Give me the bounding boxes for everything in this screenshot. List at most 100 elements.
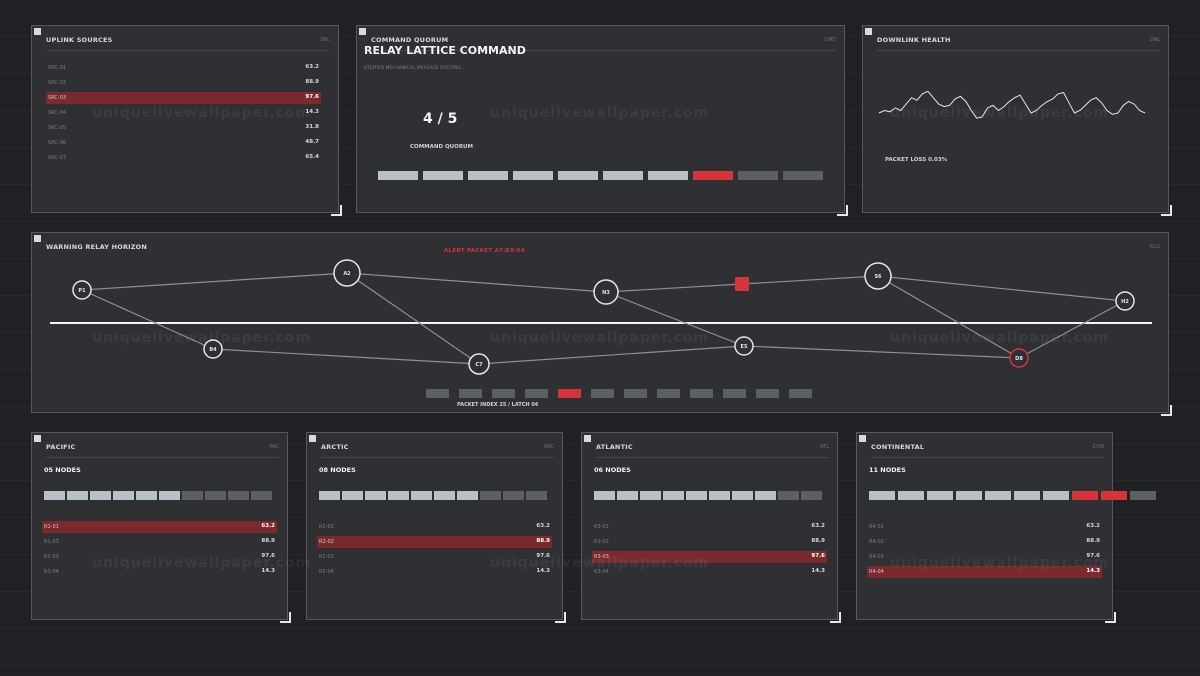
list-item[interactable]: SRC-07 65.4 [46, 152, 321, 164]
relay-node[interactable] [593, 279, 619, 305]
table-row[interactable]: R3-04 14.3 [592, 566, 827, 578]
relay-edge [478, 345, 745, 365]
downlink-waveform [878, 90, 1146, 119]
row-label: R2-02 [319, 539, 334, 545]
table-row[interactable]: R1-04 14.3 [42, 566, 277, 578]
node-segment [869, 491, 895, 500]
panel-corner-marker [309, 435, 316, 442]
node-segment [686, 491, 707, 500]
relay-node[interactable] [734, 336, 754, 356]
relay-edge [212, 348, 480, 365]
panel-code: ARC [543, 444, 554, 450]
list-item[interactable]: SRC-01 63.2 [46, 62, 321, 74]
node-count: 06 NODES [594, 466, 631, 474]
packet-index-segment [657, 389, 680, 398]
panel-header: ARCTIC ARC [321, 439, 554, 458]
packet-index-segment [591, 389, 614, 398]
relay-node[interactable] [72, 280, 92, 300]
relay-node-label: C7 [475, 362, 483, 368]
panel-header: COMMAND QUORUM CMD [371, 32, 836, 51]
quorum-caption: COMMAND QUORUM [410, 144, 473, 150]
row-label: SRC-05 [48, 125, 67, 131]
table-row[interactable]: R3-02 88.9 [592, 536, 827, 548]
packet-index-segment [459, 389, 482, 398]
packet-index-segment [558, 389, 581, 398]
table-row[interactable]: R4-01 63.2 [867, 521, 1102, 533]
packet-index-segment [426, 389, 449, 398]
watermark: uniquelivewallpaper.com [890, 555, 1110, 571]
row-value: 88.9 [811, 538, 825, 544]
panel-corner-marker [359, 28, 366, 35]
quorum-segment [513, 171, 553, 180]
relay-edge [346, 272, 480, 365]
relay-node[interactable] [203, 339, 223, 359]
row-value: 97.6 [536, 553, 550, 559]
node-segment [205, 491, 226, 500]
relay-node-label: P1 [78, 288, 86, 294]
row-label: R3-04 [594, 569, 609, 575]
relay-node[interactable] [333, 259, 361, 287]
list-item[interactable]: SRC-02 88.9 [46, 77, 321, 89]
table-row[interactable]: R4-03 97.6 [867, 551, 1102, 563]
node-segment [365, 491, 386, 500]
row-value: 48.7 [305, 139, 319, 145]
node-segment [503, 491, 524, 500]
panel-title: WARNING RELAY HORIZON [46, 243, 148, 251]
table-row[interactable]: R3-01 63.2 [592, 521, 827, 533]
table-row[interactable]: R4-04 14.3 [867, 566, 1102, 578]
list-item[interactable]: SRC-05 31.8 [46, 122, 321, 134]
table-row[interactable]: R2-03 97.6 [317, 551, 552, 563]
row-label: SRC-02 [48, 80, 67, 86]
relay-node-label: H2 [1121, 299, 1129, 305]
list-item[interactable]: SRC-03 97.6 [46, 92, 321, 104]
row-label: R1-01 [44, 524, 59, 530]
table-row[interactable]: R4-02 88.9 [867, 536, 1102, 548]
alert-packet-marker[interactable] [735, 277, 749, 291]
warning-relay-horizon-panel: WARNING RELAY HORIZON RLG ALERT PACKET A… [31, 232, 1172, 416]
relay-edge [605, 283, 743, 293]
table-row[interactable]: R2-02 88.9 [317, 536, 552, 548]
relay-edge [81, 289, 214, 350]
node-segment [1101, 491, 1127, 500]
row-label: R2-04 [319, 569, 334, 575]
row-label: R1-03 [44, 539, 59, 545]
node-segment [434, 491, 455, 500]
node-segment [1014, 491, 1040, 500]
panel-title: COMMAND QUORUM [371, 36, 449, 44]
panel-header: DOWNLINK HEALTH DNL [877, 32, 1160, 51]
row-value: 63.2 [1086, 523, 1100, 529]
node-segment [319, 491, 340, 500]
relay-node[interactable] [864, 262, 892, 290]
node-segment [388, 491, 409, 500]
table-row[interactable]: R1-03 88.9 [42, 536, 277, 548]
relay-edge [877, 275, 1020, 359]
table-row[interactable]: R1-01 63.2 [42, 521, 277, 533]
panel-code: DNL [1149, 37, 1160, 43]
packet-index-segment [690, 389, 713, 398]
relay-node[interactable] [1009, 348, 1029, 368]
list-item[interactable]: SRC-06 48.7 [46, 137, 321, 149]
row-label: R3-01 [594, 524, 609, 530]
quorum-segment [693, 171, 733, 180]
table-row[interactable]: R2-01 63.2 [317, 521, 552, 533]
row-value: 14.3 [536, 568, 550, 574]
node-segment [182, 491, 203, 500]
table-row[interactable]: R2-04 14.3 [317, 566, 552, 578]
node-count: 11 NODES [869, 466, 906, 474]
relay-node[interactable] [468, 353, 490, 375]
relay-edge [741, 275, 879, 285]
panel-header: CONTINENTAL CON [871, 439, 1104, 458]
panel-header: PACIFIC PAC [46, 439, 279, 458]
panel-code: SRC [320, 37, 330, 43]
packet-index-segment [723, 389, 746, 398]
packet-index-segment [624, 389, 647, 398]
row-value: 14.3 [261, 568, 275, 574]
relay-node[interactable] [1115, 291, 1135, 311]
row-label: R3-03 [594, 554, 609, 560]
list-item[interactable]: SRC-04 14.3 [46, 107, 321, 119]
health-line [878, 90, 1146, 119]
row-value: 63.2 [261, 523, 275, 529]
table-row[interactable]: R3-03 97.6 [592, 551, 827, 563]
panel-header: WARNING RELAY HORIZON RLG [46, 239, 1160, 257]
table-row[interactable]: R1-03 97.6 [42, 551, 277, 563]
